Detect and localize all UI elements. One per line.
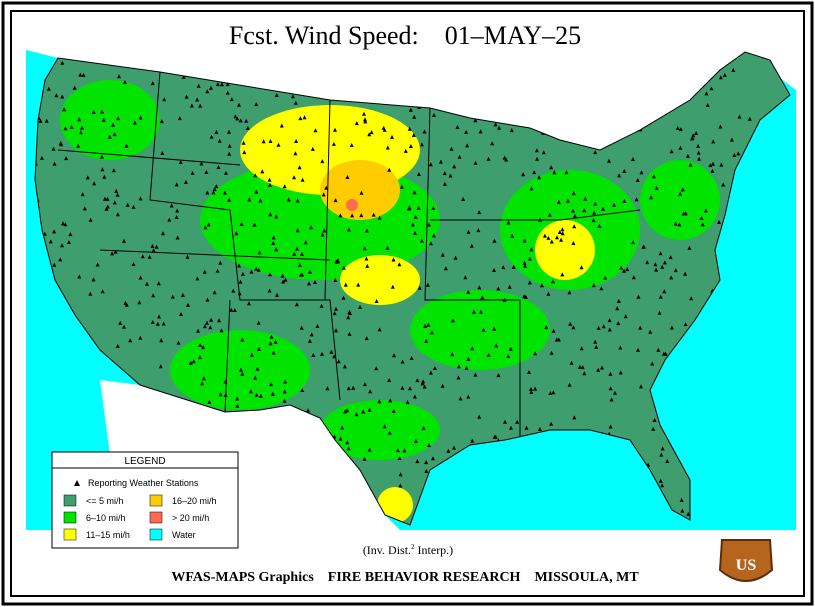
legend-title: LEGEND: [124, 456, 165, 467]
logo-text: US: [736, 557, 757, 574]
wind-zones: [60, 80, 720, 523]
station-icon: [74, 480, 80, 486]
legend-swatch: [149, 494, 163, 507]
legend-header: [51, 451, 239, 469]
legend-swatch: [63, 494, 77, 507]
legend-items: <= 5 mi/h 6–10 mi/h 11–15 mi/h 16–20 mi/h > …: [63, 494, 217, 541]
legend-label: > 20 mi/h: [172, 513, 209, 523]
map: [26, 50, 796, 530]
interp-text: (Inv. Dist.: [363, 543, 411, 557]
interp-rest: Interp.): [418, 543, 454, 557]
logo: US: [718, 539, 774, 582]
interp-sup: 2: [411, 543, 415, 551]
interp-note: (Inv. Dist.2 Interp.): [363, 543, 453, 557]
legend-swatch: [63, 528, 77, 541]
legend: LEGEND Reporting Weather Stations <= 5 m…: [51, 451, 239, 549]
legend-swatch: [149, 528, 163, 541]
legend-stations: Reporting Weather Stations: [88, 478, 199, 488]
credits: WFAS-MAPS Graphics FIRE BEHAVIOR RESEARC…: [171, 570, 639, 585]
legend-label: Water: [172, 530, 196, 540]
legend-label: <= 5 mi/h: [86, 496, 124, 506]
canada: [26, 50, 796, 150]
legend-swatch: [149, 511, 163, 524]
legend-label: 16–20 mi/h: [172, 496, 217, 506]
inner-frame: [10, 10, 805, 597]
legend-label: 6–10 mi/h: [86, 513, 126, 523]
legend-swatch: [63, 511, 77, 524]
state-lines: [57, 71, 641, 440]
legend-label: 11–15 mi/h: [86, 530, 130, 540]
title: Fcst. Wind Speed: 01–MAY–25: [229, 21, 581, 50]
